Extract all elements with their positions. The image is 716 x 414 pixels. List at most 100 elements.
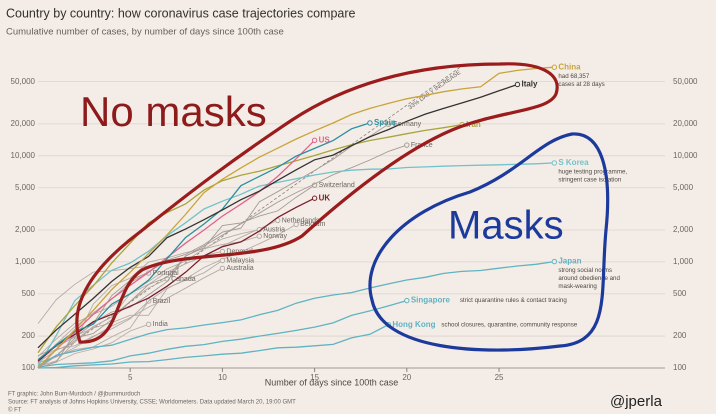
series-label: Portugal (153, 270, 180, 277)
masks-label: Masks (448, 204, 564, 248)
end-dot (551, 160, 558, 166)
series-note: school closures, quarantine, community r… (441, 321, 577, 328)
x-tick-label: 20 (402, 373, 411, 382)
end-dot (145, 321, 152, 328)
y-tick-label: 20,000 (11, 119, 36, 128)
series-note: strong social norms (558, 267, 612, 274)
end-dot (385, 121, 392, 127)
series-label: Switzerland (319, 182, 355, 189)
series-label: Norway (263, 233, 287, 240)
y-tick-label: 500 (22, 289, 36, 298)
series-line (37, 229, 260, 367)
series-label: China (558, 62, 581, 71)
end-dot (219, 265, 226, 272)
y-tick-label-right: 5,000 (673, 183, 694, 192)
no-masks-label: No masks (80, 88, 267, 135)
end-dot (219, 248, 226, 255)
y-tick-label: 10,000 (11, 151, 36, 160)
series-line (37, 66, 555, 369)
labels: NetherlandsBelgiumAustriaNorwayDenmarkPo… (153, 62, 628, 328)
grid: 100 100 200 200 500 500 1,000 1,000 2,000 2,000 5,… (11, 77, 698, 388)
end-dot (551, 64, 558, 70)
series-label: Germany (392, 121, 421, 128)
series-label: Netherlands (282, 217, 320, 224)
series-label: US (319, 135, 331, 144)
series-line (37, 260, 223, 364)
x-tick-label: 5 (128, 373, 133, 382)
series-line (37, 144, 407, 369)
series-label: Hong Kong (392, 320, 435, 329)
end-dot (404, 142, 410, 148)
masks-outline (368, 132, 610, 352)
series-line (37, 224, 297, 365)
series-label: Australia (226, 265, 253, 272)
y-tick-label: 200 (22, 331, 36, 340)
y-tick-label: 5,000 (15, 183, 36, 192)
y-tick-label-right: 1,000 (673, 257, 694, 266)
series-label: Brazil (153, 298, 171, 305)
y-tick-label: 100 (22, 363, 36, 372)
series-label: Italy (521, 80, 538, 89)
y-tick-label-right: 500 (673, 289, 687, 298)
series-line (37, 299, 407, 368)
series-line (37, 83, 518, 349)
y-tick-label-right: 2,000 (673, 225, 694, 234)
end-dot (293, 221, 299, 228)
y-tick-label: 50,000 (11, 77, 36, 86)
end-dot (551, 258, 558, 265)
end-dot (404, 297, 410, 304)
series-label: India (153, 321, 168, 328)
series-line (37, 122, 371, 361)
y-tick-label-right: 200 (673, 331, 687, 340)
series-line (37, 139, 316, 369)
y-tick-label-right: 50,000 (673, 77, 698, 86)
end-dot (367, 120, 373, 126)
reference-line (37, 65, 463, 369)
series-note: stringent case isolation (558, 177, 622, 184)
x-tick-label: 10 (218, 373, 227, 382)
series-note: around obedience and (558, 275, 620, 282)
y-tick-label-right: 100 (673, 363, 687, 372)
series-note: cases at 28 days (558, 81, 604, 88)
footer-line: FT graphic: John Burn-Murdoch / @jburnmu… (8, 392, 140, 398)
x-tick-label: 25 (495, 373, 504, 382)
x-tick-label: 15 (310, 373, 319, 382)
series-label: Austria (263, 227, 285, 234)
end-dot (311, 137, 318, 144)
footer-line: Source: FT analysis of Johns Hopkins Uni… (8, 400, 296, 406)
series-line (37, 260, 555, 367)
no-masks-outline (75, 62, 559, 344)
series-line (37, 162, 555, 367)
series-label: UK (319, 193, 331, 202)
series-note: had 68,357 (558, 73, 590, 80)
chart-subtitle: Cumulative number of cases, by number of… (6, 27, 284, 38)
y-tick-label-right: 20,000 (673, 119, 698, 128)
series-line (37, 123, 389, 357)
series-label: Canada (171, 276, 196, 283)
series-line (37, 267, 223, 364)
end-dot (256, 233, 262, 239)
series-label: Iran (466, 120, 481, 129)
end-dot (514, 81, 521, 88)
series-label: Spain (374, 118, 396, 127)
series-label: S Korea (558, 158, 589, 167)
end-dot (311, 195, 318, 201)
series-label: Malaysia (226, 257, 254, 264)
y-tick-label-right: 10,000 (673, 151, 698, 160)
series-note: mask-wearing (558, 283, 597, 290)
chart-title: Country by country: how coronavirus case… (6, 6, 356, 20)
y-tick-label: 1,000 (15, 257, 36, 266)
credit: @jperla (610, 393, 663, 410)
x-axis-label: Number of days since 100th case (265, 377, 399, 387)
series-line (37, 124, 463, 354)
end-dot (275, 217, 281, 224)
series-note: huge testing programme, (558, 169, 627, 176)
series-note: strict quarantine rules & contact tracin… (460, 297, 568, 304)
y-tick-label: 2,000 (15, 225, 36, 234)
series-label: Singapore (411, 296, 451, 305)
series-label: Japan (558, 257, 581, 266)
footer-line: © FT (8, 407, 22, 414)
